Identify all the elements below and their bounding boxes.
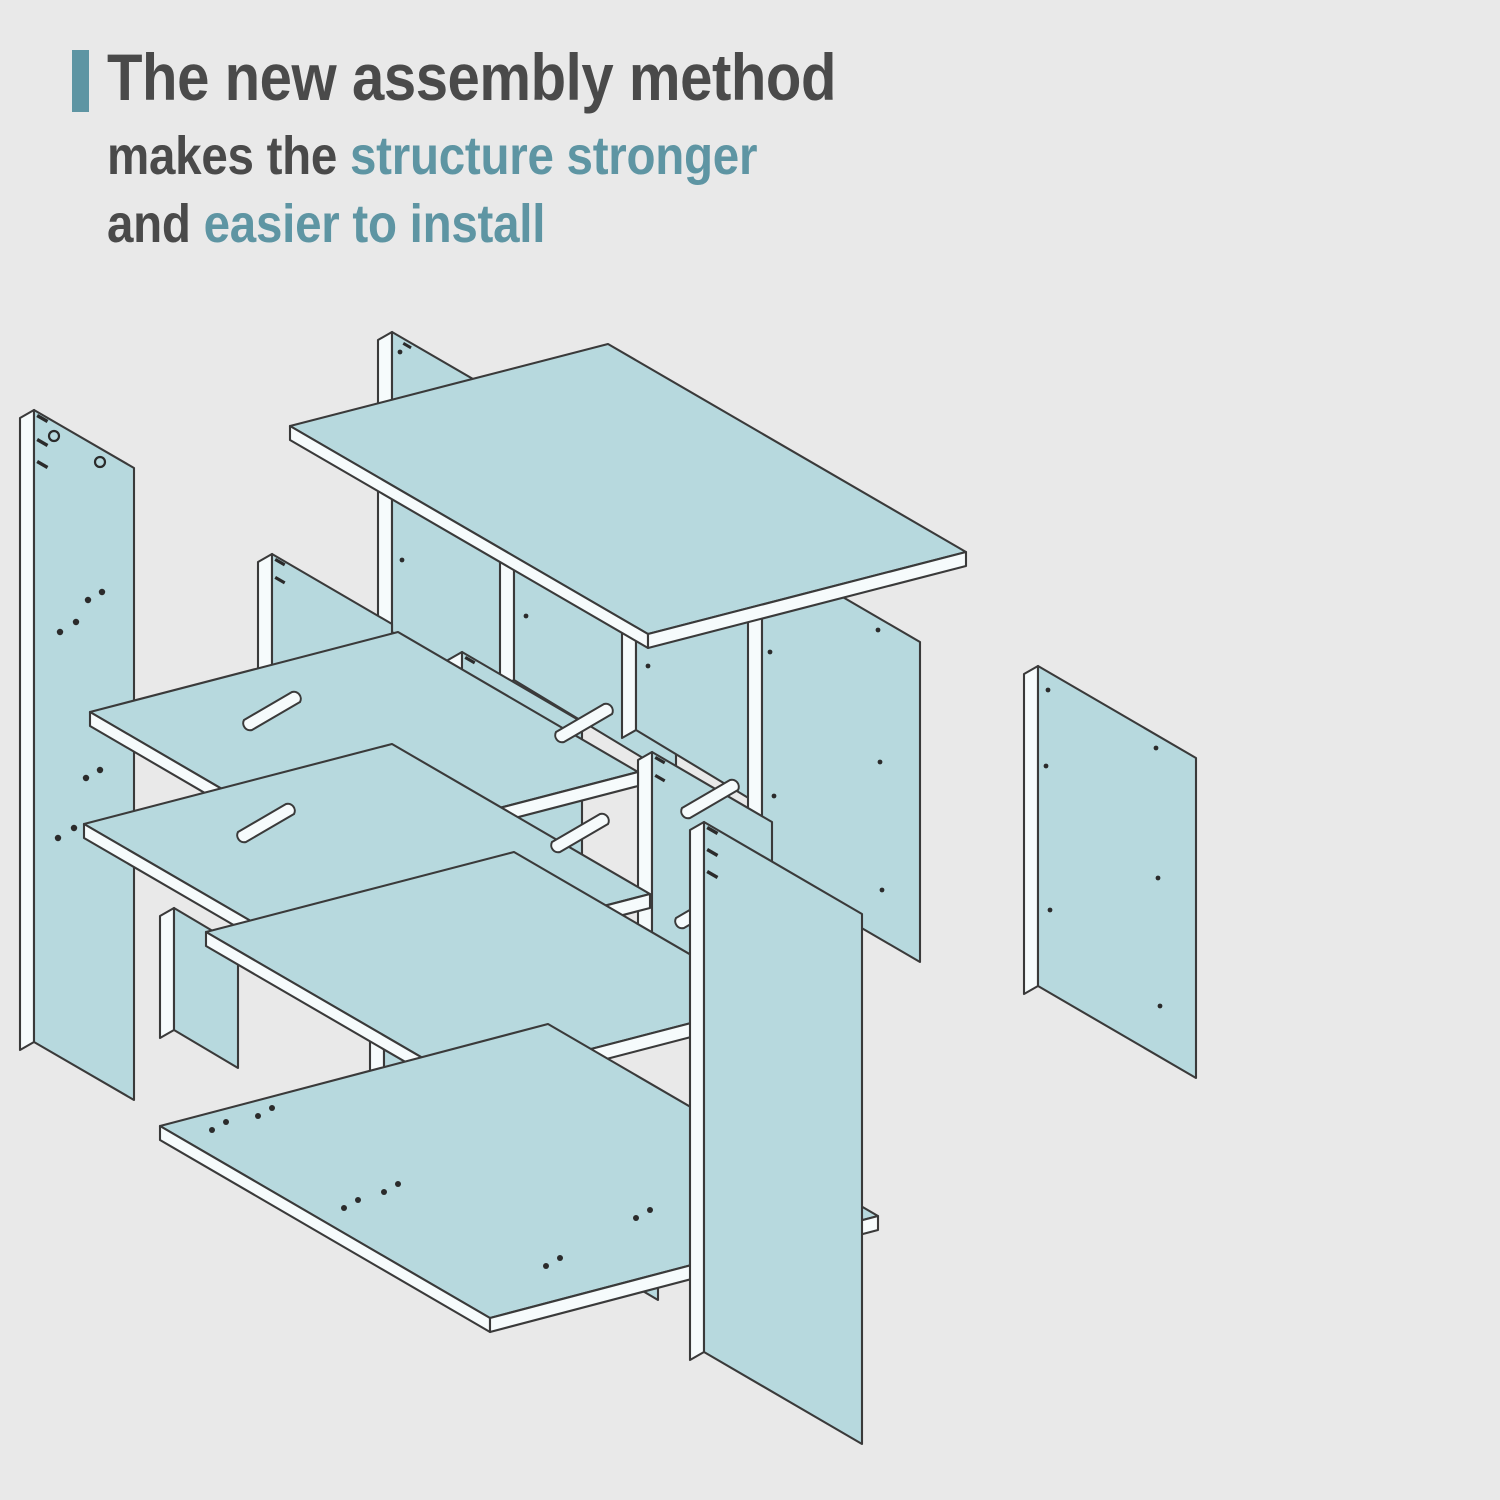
page-title: The new assembly method bbox=[107, 40, 836, 114]
top-shelf-board bbox=[288, 342, 968, 650]
headline-line-3-dark: and bbox=[107, 194, 191, 254]
headline-line-2-teal: structure stronger bbox=[350, 126, 758, 186]
headline-line-2-dark: makes the bbox=[107, 126, 338, 186]
exploded-assembly-diagram: .pf { fill:#b7d9de; stroke:#3a3a3a; stro… bbox=[0, 330, 1500, 1450]
headline-line-3-teal: easier to install bbox=[203, 194, 546, 254]
accent-bar bbox=[72, 50, 89, 112]
back-panel-4 bbox=[746, 548, 922, 964]
headline-line-3: and easier to install bbox=[107, 190, 956, 258]
headline-title-row: The new assembly method bbox=[72, 44, 1072, 122]
right-side-panel bbox=[688, 820, 864, 1446]
headline-block: The new assembly method makes the struct… bbox=[72, 44, 1072, 258]
headline-line-2: makes the structure stronger bbox=[107, 122, 956, 190]
left-side-panel bbox=[18, 408, 136, 1102]
right-back-panel bbox=[1022, 664, 1198, 1080]
